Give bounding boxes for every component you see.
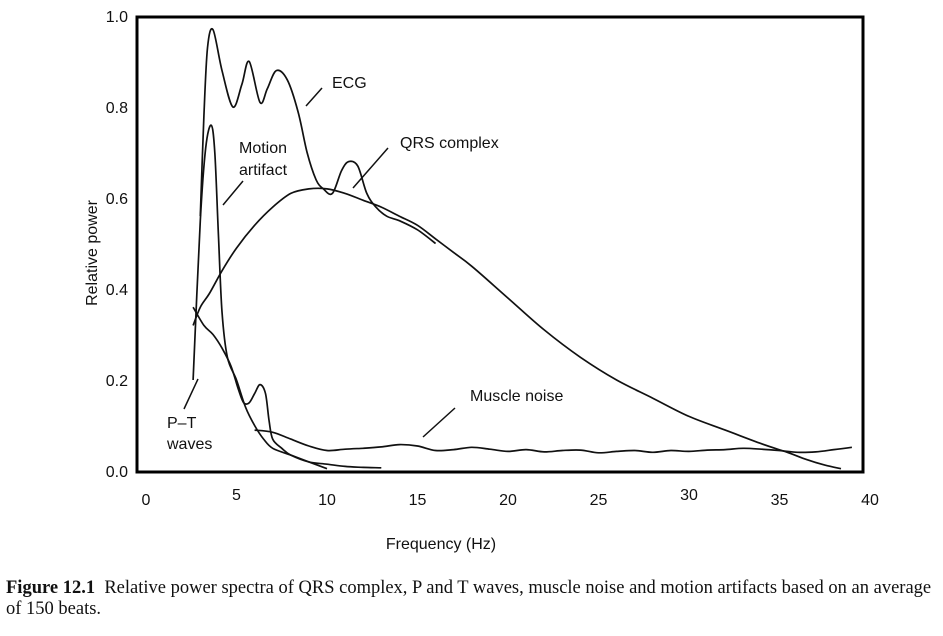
ecg-label: ECG	[332, 75, 367, 92]
series-lines	[192, 27, 853, 470]
y-tick-label: 0.6	[106, 191, 128, 208]
x-tick-label: 0	[142, 492, 151, 509]
caption-text: Relative power spectra of QRS complex, P…	[6, 578, 932, 619]
qrs-complex-line	[192, 187, 842, 470]
ecg-line	[199, 27, 437, 245]
y-tick-labels: 0.0 0.2 0.4 0.6 0.8 1.0	[106, 9, 128, 481]
power-spectra-chart: 0.0 0.2 0.4 0.6 0.8 1.0 0 5 10 15 20 25 30 35 40 Rela…	[84, 9, 879, 553]
x-tick-labels: 0 5 10 15 20 25 30 35 40	[142, 487, 879, 509]
pt-waves-label: P–T	[167, 415, 197, 432]
qrs-complex-label: QRS complex	[400, 135, 499, 152]
x-tick-label: 30	[680, 487, 698, 504]
x-tick-label: 5	[232, 487, 241, 504]
y-tick-label: 0.0	[106, 464, 128, 481]
annotation-leader	[422, 407, 456, 438]
y-tick-label: 0.2	[106, 373, 128, 390]
x-tick-label: 25	[590, 492, 608, 509]
pt-waves-label: waves	[166, 436, 212, 453]
x-axis-label: Frequency (Hz)	[386, 536, 496, 553]
x-tick-label: 10	[318, 492, 336, 509]
muscle-noise-line	[254, 429, 853, 454]
x-tick-label: 20	[499, 492, 517, 509]
x-tick-label: 35	[771, 492, 789, 509]
annotations: ECG QRS complex Motion artifact P–T waves Musc…	[166, 75, 563, 453]
plot-frame	[135, 15, 865, 474]
x-tick-label: 15	[409, 492, 427, 509]
annotation-leader	[352, 147, 389, 189]
caption-label: Figure 12.1	[6, 578, 96, 598]
y-tick-label: 1.0	[106, 9, 128, 26]
y-axis-label: Relative power	[84, 199, 101, 306]
motion-artifact-label: Motion	[239, 140, 287, 157]
muscle-noise-label: Muscle noise	[470, 388, 563, 405]
motion-artifact-label: artifact	[239, 162, 288, 179]
y-tick-label: 0.4	[106, 282, 128, 299]
annotation-leader	[183, 378, 199, 410]
figure-caption: Figure 12.1 Relative power spectra of QR…	[6, 578, 941, 620]
pt-waves-line	[192, 306, 382, 469]
x-tick-label: 40	[861, 492, 879, 509]
y-tick-label: 0.8	[106, 100, 128, 117]
annotation-leader	[222, 180, 244, 206]
annotation-leader	[305, 87, 323, 107]
annotation-leaders	[183, 87, 456, 438]
